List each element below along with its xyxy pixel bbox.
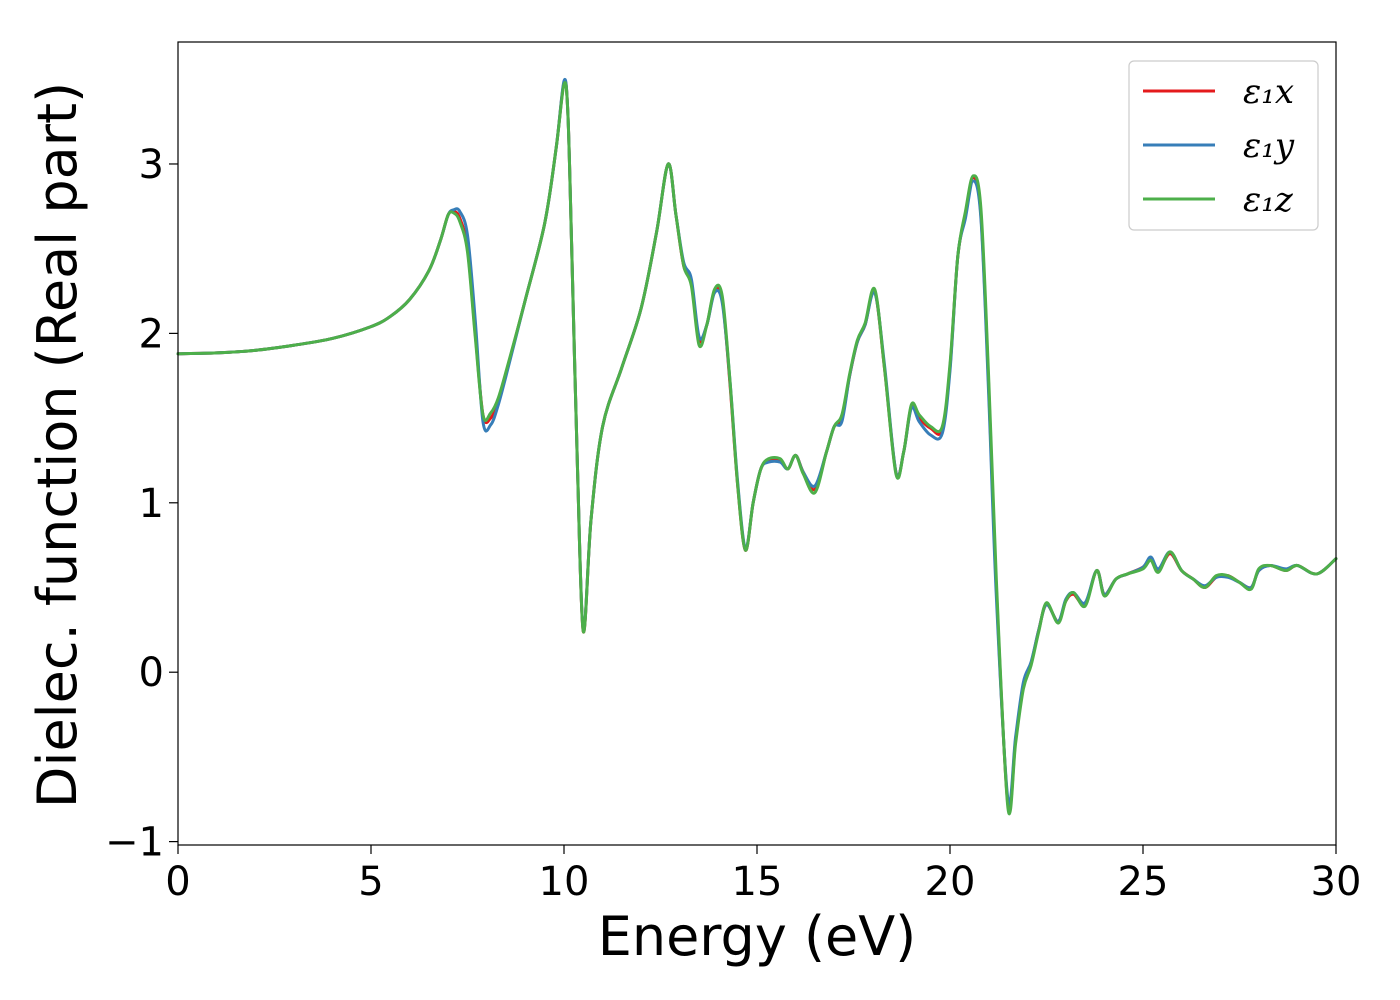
legend-box (1128, 60, 1319, 231)
legend-label-1: ε₁y (1243, 126, 1295, 166)
legend: ε₁x ε₁y ε₁z (1128, 60, 1319, 231)
x-tick-label: 25 (1118, 859, 1169, 905)
legend-label-2: ε₁z (1243, 180, 1294, 220)
x-tick-label: 20 (925, 859, 976, 905)
y-tick-label: −1 (105, 820, 164, 866)
x-tick-label: 10 (539, 859, 590, 905)
y-tick-label: 3 (139, 142, 164, 188)
x-axis-label: Energy (eV) (598, 905, 917, 968)
x-tick-label: 30 (1311, 859, 1362, 905)
legend-label-0: ε₁x (1243, 72, 1294, 112)
y-tick-label: 2 (139, 311, 164, 357)
y-tick-label: 1 (139, 481, 164, 527)
x-tick-label: 0 (165, 859, 190, 905)
x-tick-label: 5 (358, 859, 383, 905)
y-axis-label: Dielec. function (Real part) (26, 82, 89, 808)
x-tick-label: 15 (732, 859, 783, 905)
series-layer (176, 78, 1338, 816)
series-line-2 (176, 81, 1338, 816)
y-tick-label: 0 (139, 650, 164, 696)
